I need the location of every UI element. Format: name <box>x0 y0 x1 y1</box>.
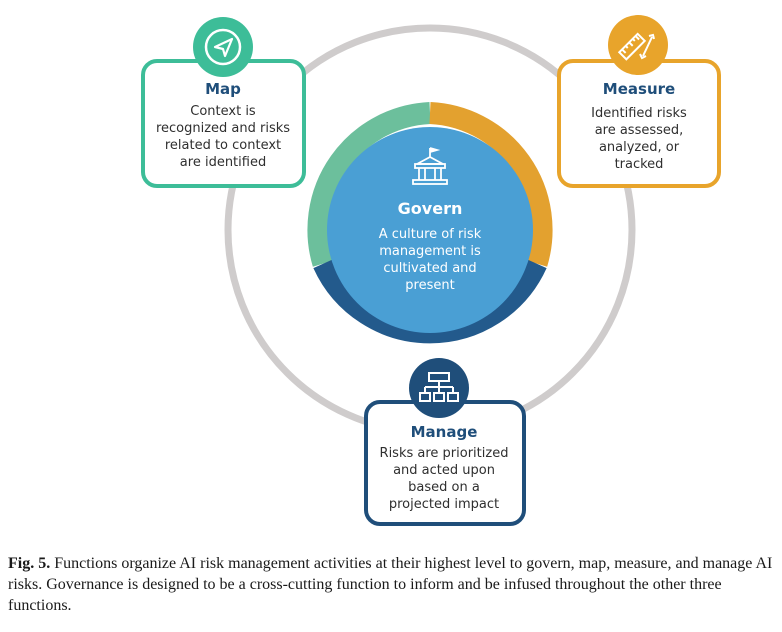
map-title: Map <box>205 80 241 98</box>
compass-icon <box>204 28 242 66</box>
measure-line-4: tracked <box>615 157 664 172</box>
map-line-4: are identified <box>180 155 266 170</box>
govern-line-3: cultivated and <box>383 261 476 276</box>
govern-line-1: A culture of risk <box>379 227 482 242</box>
measure-icon-badge <box>608 15 668 75</box>
measure-card: Measure Identified risks are assessed, a… <box>557 15 721 188</box>
manage-line-3: based on a <box>408 480 480 495</box>
map-line-3: related to context <box>165 138 281 153</box>
manage-line-2: and acted upon <box>393 463 495 478</box>
govern-line-4: present <box>405 278 454 293</box>
ring-segment-green <box>307 102 431 267</box>
measure-line-2: are assessed, <box>595 123 684 138</box>
govern-title: Govern <box>398 199 463 218</box>
manage-line-1: Risks are prioritized <box>380 446 509 461</box>
map-icon-badge <box>193 17 253 77</box>
govern-circle <box>327 127 533 333</box>
ruler-icon <box>617 32 655 61</box>
measure-line-3: analyzed, or <box>599 140 680 155</box>
govern-line-2: management is <box>379 244 481 259</box>
caption-label: Fig. 5. <box>8 555 51 572</box>
map-card: Map Context is recognized and risks rela… <box>141 17 306 188</box>
measure-line-1: Identified risks <box>591 106 687 121</box>
map-line-2: recognized and risks <box>156 121 290 136</box>
building-icon <box>412 147 448 185</box>
functions-diagram: Govern A culture of risk management is c… <box>141 15 721 526</box>
manage-title: Manage <box>411 423 478 441</box>
manage-card: Manage Risks are prioritized and acted u… <box>364 358 526 526</box>
hierarchy-icon <box>419 372 459 402</box>
manage-line-4: projected impact <box>389 497 499 512</box>
measure-title: Measure <box>603 80 675 98</box>
ring-segment-gold <box>429 102 553 267</box>
caption-text: Functions organize AI risk management ac… <box>8 555 773 614</box>
figure-caption: Fig. 5. Functions organize AI risk manag… <box>8 553 774 616</box>
map-line-1: Context is <box>190 104 256 119</box>
